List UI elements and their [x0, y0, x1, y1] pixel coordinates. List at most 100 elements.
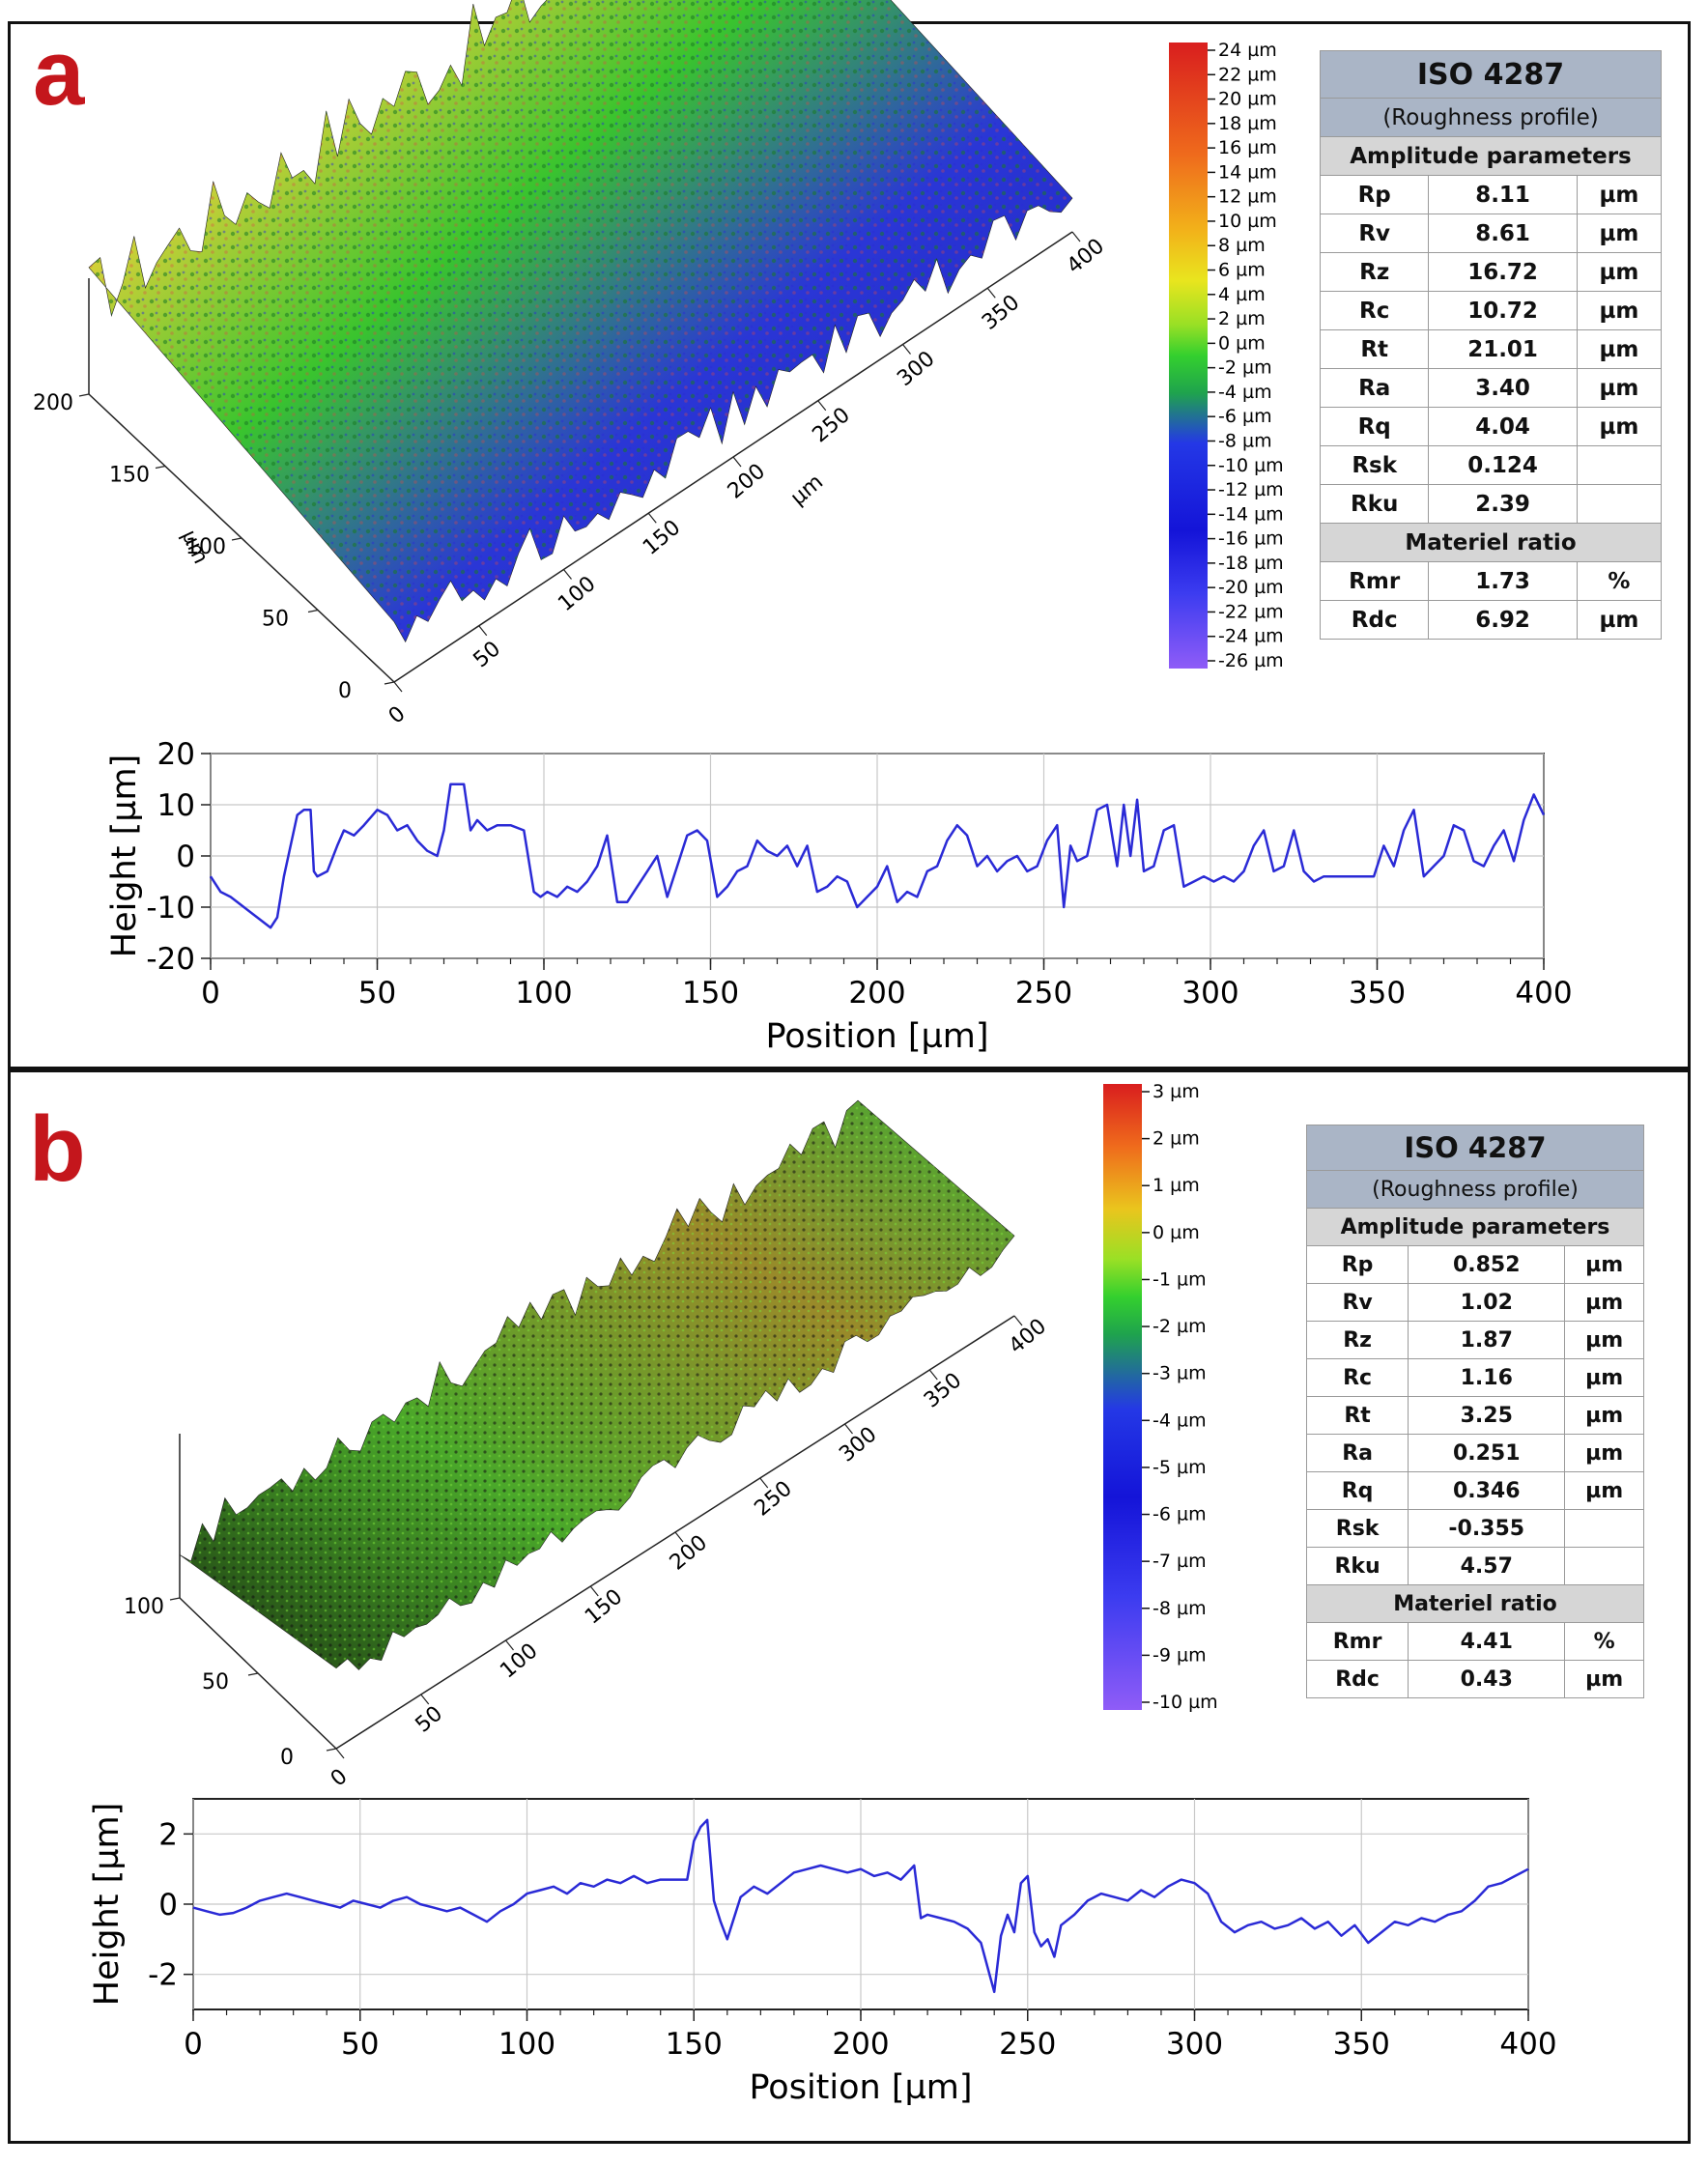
table-a-row-rmr: Rmr 1.73% [1319, 561, 1663, 601]
table-b-rp-name: Rp [1305, 1245, 1409, 1284]
x-tick-label-3d: 300 [835, 1422, 881, 1467]
x-tick-label-3d: 0 [384, 701, 411, 728]
table-b-rz-name: Rz [1305, 1321, 1409, 1359]
x-tick-3d [986, 287, 996, 299]
y-tick-3d [307, 609, 319, 613]
profile-chart-a: 0 50 100 150 200 250 300 350 400 -20 -10 0 10 20 Posit… [105, 737, 1573, 1056]
x-axis-label: Position [µm] [765, 1017, 988, 1056]
x-tick-3d [759, 1477, 769, 1489]
y-tick-3d [384, 681, 395, 685]
colorbar-tick-label: 2 µm [1218, 308, 1266, 329]
colorbar-tick-label: 18 µm [1218, 113, 1277, 134]
x-tick-3d [844, 1423, 853, 1435]
x-tick-label: 300 [1181, 976, 1238, 1011]
table-a-title: ISO 4287 [1320, 50, 1662, 99]
colorbar-tick-label: -2 µm [1218, 357, 1272, 379]
colorbar-tick-label: 6 µm [1218, 260, 1266, 281]
y-tick-3d [231, 537, 242, 541]
table-a-rc-name: Rc [1319, 291, 1430, 330]
x-tick-3d [393, 681, 403, 693]
x-tick-label-3d: 100 [554, 572, 600, 616]
y-axis-label: Height [µm] [105, 755, 144, 958]
y-tick-label: 0 [176, 840, 195, 874]
table-b-rp-value: 0.852 [1408, 1245, 1566, 1284]
table-b-row-rsk: Rsk -0.355 [1305, 1509, 1644, 1548]
table-b-rc-name: Rc [1305, 1358, 1409, 1397]
y-tick-label: 10 [157, 788, 195, 823]
x-tick-label-3d: 150 [639, 516, 685, 560]
y-tick-label: 20 [157, 737, 195, 772]
x-tick-label: 200 [832, 2027, 889, 2062]
y-axis-label: Height [µm] [88, 1803, 127, 2007]
table-a-row-ra: Ra 3.40 µm [1319, 368, 1663, 408]
y-tick-label: -20 [146, 942, 195, 977]
table-a-rmr-unit: % [1576, 561, 1663, 601]
table-a-row-rdc: Rdc 6.92 µm [1319, 600, 1663, 640]
colorbar-tick-label: -6 µm [1218, 406, 1272, 427]
colorbar-tick-label: -4 µm [1218, 382, 1272, 403]
y-tick-3d [169, 1597, 181, 1601]
table-b-rc-value: 1.16 [1408, 1358, 1566, 1397]
x-tick-label: 350 [1333, 2027, 1390, 2062]
surface-3d-a: 0 50 100 150 200 250 300 350 400 µm 0 50 100 150 200 µm [33, 0, 1109, 729]
table-a-rq-value: 4.04 [1428, 407, 1578, 446]
x-axis-label: Position [µm] [749, 2068, 972, 2107]
colorbar-tick-label: -10 µm [1153, 1692, 1218, 1713]
colorbar-tick-label: -24 µm [1218, 626, 1284, 647]
table-b-rv-value: 1.02 [1408, 1283, 1566, 1322]
colorbar-tick-label: 20 µm [1218, 89, 1277, 110]
table-a-rv-name: Rv [1319, 214, 1430, 253]
table-b-rsk-name: Rsk [1305, 1509, 1409, 1548]
colorbar-tick-label: 22 µm [1218, 64, 1277, 85]
x-tick-label-3d: 300 [893, 347, 939, 391]
x-tick-3d [1071, 231, 1081, 242]
roughness-table-b: ISO 4287 (Roughness profile) Amplitude p… [1305, 1125, 1644, 1698]
table-b-subtitle: (Roughness profile) [1306, 1170, 1644, 1209]
table-b-rdc-unit: µm [1564, 1660, 1644, 1698]
colorbar-tick-label: -5 µm [1153, 1457, 1207, 1478]
x-tick-label-3d: 200 [666, 1530, 712, 1575]
table-b-rdc-name: Rdc [1305, 1660, 1409, 1698]
table-a-row-rv: Rv 8.61 µm [1319, 214, 1663, 253]
panel-b-label: b [29, 1097, 86, 1201]
x-tick-label: 100 [498, 2027, 555, 2062]
x-tick-label: 50 [358, 976, 396, 1011]
table-b-row-rz: Rz 1.87 µm [1305, 1321, 1644, 1359]
x-tick-label: 300 [1166, 2027, 1223, 2062]
x-tick-label: 150 [682, 976, 739, 1011]
table-b-rmr-value: 4.41 [1408, 1622, 1566, 1661]
colorbar-tick-label: -26 µm [1218, 650, 1284, 671]
x-tick-label: 50 [341, 2027, 379, 2062]
y-tick-label-3d: 100 [185, 535, 226, 559]
x-tick-label: 0 [201, 976, 220, 1011]
table-a-rq-unit: µm [1576, 407, 1663, 446]
colorbar-tick-label: -6 µm [1153, 1504, 1207, 1525]
table-b-row-rt: Rt 3.25 µm [1305, 1396, 1644, 1435]
x-tick-label: 250 [999, 2027, 1056, 2062]
x-tick-label-3d: 50 [470, 637, 506, 672]
table-b-rmr-name: Rmr [1305, 1622, 1409, 1661]
table-b-rq-unit: µm [1564, 1471, 1644, 1510]
colorbar-tick-label: 12 µm [1218, 186, 1277, 208]
table-b-section-amplitude: Amplitude parameters [1306, 1208, 1644, 1246]
x-tick-label-3d: 200 [724, 459, 770, 503]
table-b-row-rdc: Rdc 0.43 µm [1305, 1660, 1644, 1698]
table-b-rku-unit [1564, 1547, 1644, 1585]
table-a-rku-value: 2.39 [1428, 484, 1578, 524]
colorbar-tick-label: -22 µm [1218, 601, 1284, 622]
table-a-section-material: Materiel ratio [1320, 523, 1662, 562]
y-tick-label: 2 [158, 1817, 178, 1852]
x-tick-label-3d: 350 [920, 1368, 966, 1412]
x-tick-3d [902, 344, 911, 355]
table-a-rt-value: 21.01 [1428, 329, 1578, 369]
x-tick-3d [335, 1748, 345, 1759]
colorbar-tick-label: -1 µm [1153, 1268, 1207, 1290]
colorbar-tick-label: -14 µm [1218, 503, 1284, 525]
colorbar-tick-label: 16 µm [1218, 137, 1277, 158]
x-tick-label-3d: 250 [751, 1476, 797, 1521]
table-b-rq-value: 0.346 [1408, 1471, 1566, 1510]
table-a-section-amplitude: Amplitude parameters [1320, 136, 1662, 176]
colorbar-tick-label: -2 µm [1153, 1316, 1207, 1337]
y-tick-label-3d: 50 [262, 608, 289, 632]
